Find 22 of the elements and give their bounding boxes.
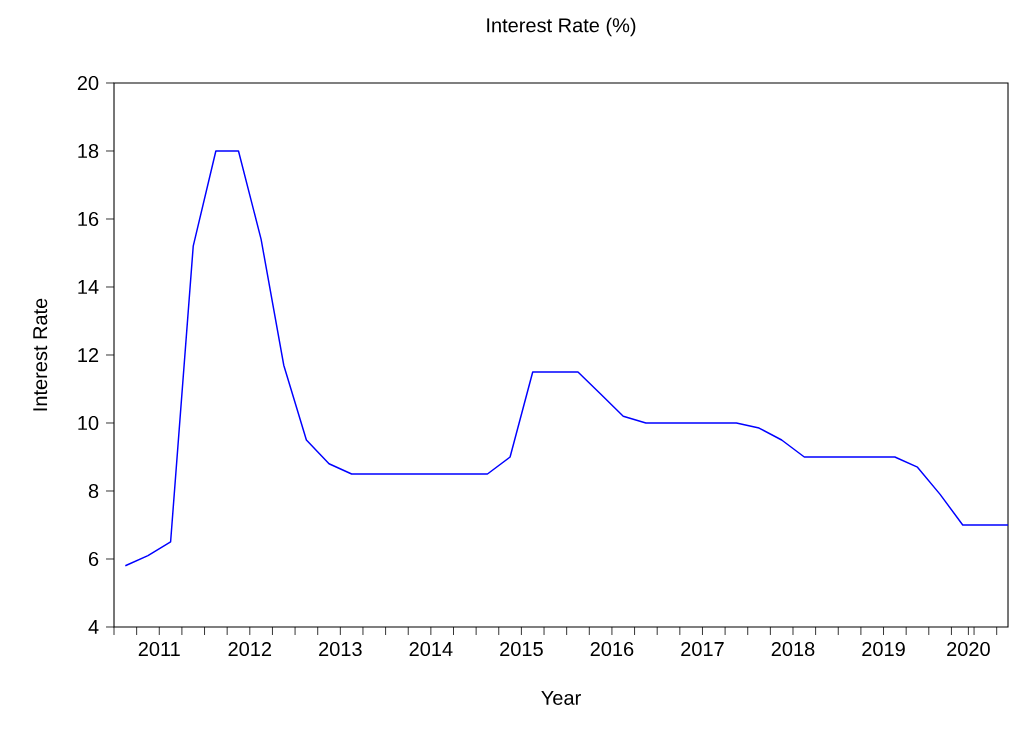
y-tick-label: 6	[89, 551, 99, 567]
x-tick-label: 2017	[681, 641, 724, 657]
y-axis-title: Interest Rate	[33, 298, 48, 411]
y-tick-label: 10	[78, 415, 99, 431]
x-tick-label: 2014	[409, 641, 453, 657]
x-tick-label: 2012	[228, 641, 272, 657]
x-tick-label: 2013	[319, 641, 362, 657]
y-tick-label: 12	[78, 348, 99, 362]
y-tick-label: 4	[88, 620, 99, 634]
x-tick-label: 2020	[947, 641, 990, 657]
y-tick-label: 18	[78, 143, 99, 159]
x-tick-label: 2011	[138, 641, 180, 657]
x-tick-label: 2018	[771, 641, 815, 657]
y-tick-label: 14	[78, 280, 99, 294]
y-tick-label: 16	[78, 211, 99, 227]
chart-title: Interest Rate (%)	[487, 17, 636, 37]
x-tick-label: 2015	[500, 641, 543, 657]
x-axis-title: Year	[541, 691, 581, 705]
y-tick-label: 8	[88, 483, 99, 499]
x-tick-label: 2019	[862, 641, 905, 657]
y-tick-label: 20	[77, 75, 99, 91]
x-tick-label: 2016	[590, 641, 634, 657]
